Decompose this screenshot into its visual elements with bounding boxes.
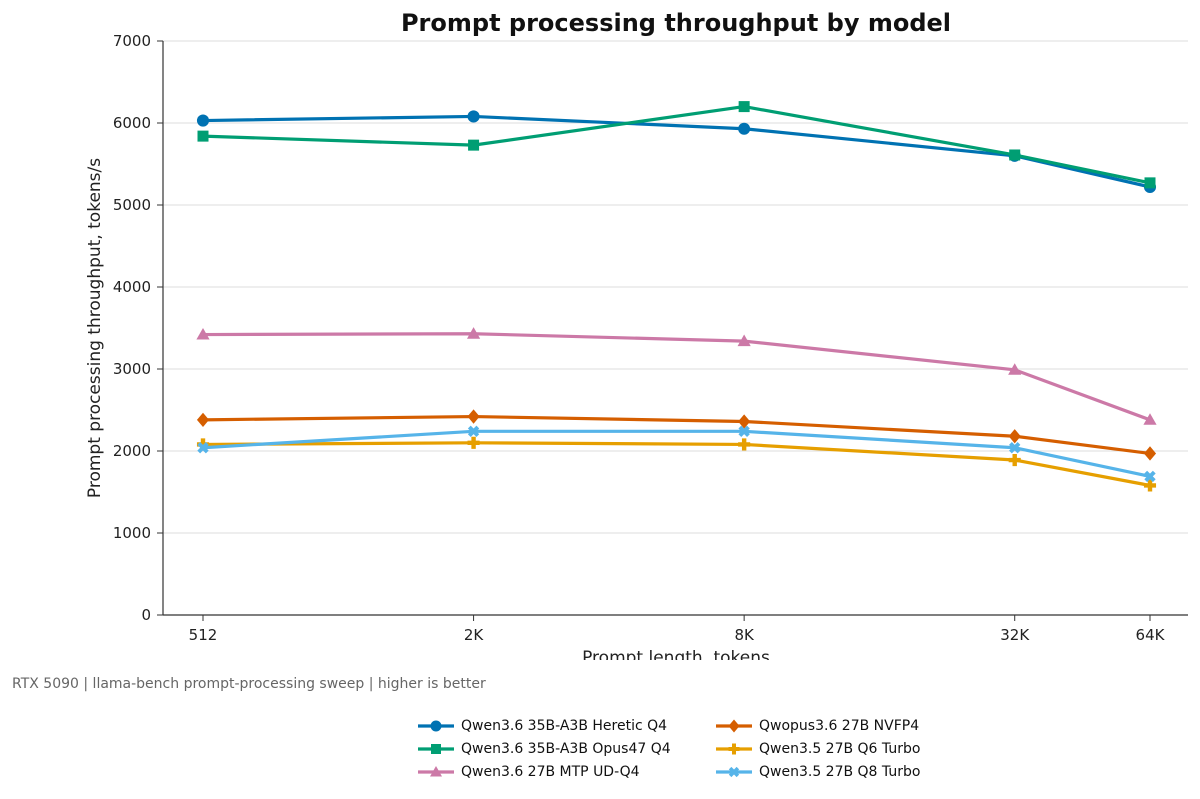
legend-item: Qwen3.6 35B-A3B Opus47 Q4 bbox=[417, 739, 671, 759]
series-4 bbox=[196, 409, 1157, 461]
series-6 bbox=[197, 425, 1156, 483]
data-point bbox=[1144, 470, 1156, 483]
y-axis-label: Prompt processing throughput, tokens/s bbox=[85, 158, 105, 498]
gridlines bbox=[163, 40, 1188, 534]
data-point bbox=[1143, 446, 1157, 461]
legend-item: Qwen3.5 27B Q8 Turbo bbox=[715, 762, 920, 782]
data-point bbox=[197, 130, 209, 142]
series-line bbox=[202, 441, 1151, 488]
data-point bbox=[1009, 442, 1021, 454]
data-point bbox=[196, 438, 210, 451]
data-point bbox=[197, 442, 209, 454]
legend-label: Qwopus3.6 27B NVFP4 bbox=[759, 718, 920, 734]
data-point bbox=[196, 412, 210, 427]
legend-label: Qwen3.6 35B-A3B Heretic Q4 bbox=[461, 718, 668, 734]
x-tick-label: 32K bbox=[1000, 626, 1030, 644]
legend-label: Qwen3.6 27B MTP UD-Q4 bbox=[461, 764, 640, 780]
data-point bbox=[1143, 413, 1157, 425]
x-axis-label: Prompt length, tokens bbox=[582, 648, 770, 660]
data-point bbox=[1143, 479, 1157, 492]
footnote: RTX 5090 | llama-bench prompt-processing… bbox=[12, 676, 486, 692]
data-point bbox=[738, 438, 751, 451]
data-point bbox=[466, 327, 481, 339]
y-tick-label: 4000 bbox=[113, 278, 151, 296]
data-point bbox=[468, 139, 480, 151]
y-axis-ticks: 0 1000 2000 3000 4000 5000 6000 7000 bbox=[113, 32, 163, 624]
legend-swatch bbox=[716, 766, 752, 778]
data-point bbox=[196, 114, 210, 127]
data-point bbox=[1009, 149, 1021, 161]
y-tick-label: 6000 bbox=[113, 114, 151, 132]
chart: Prompt processing throughput by model 0 1… bbox=[85, 9, 1188, 660]
legend-item: Qwen3.5 27B Q6 Turbo bbox=[715, 739, 920, 759]
data-point bbox=[738, 101, 750, 113]
x-axis-ticks: 512 2K 8K 32K 64K bbox=[189, 615, 1166, 644]
legend-item: Qwen3.6 27B MTP UD-Q4 bbox=[417, 762, 640, 782]
y-tick-label: 2000 bbox=[113, 442, 151, 460]
series-5 bbox=[196, 436, 1157, 492]
x-tick-label: 2K bbox=[464, 626, 485, 644]
data-point bbox=[737, 334, 751, 347]
legend-swatch bbox=[418, 720, 454, 732]
legend-label: Qwen3.6 35B-A3B Opus47 Q4 bbox=[461, 741, 671, 757]
series-line bbox=[202, 114, 1151, 189]
legend-swatch bbox=[716, 719, 752, 733]
data-point bbox=[467, 409, 480, 424]
series-line bbox=[202, 332, 1151, 422]
chart-title: Prompt processing throughput by model bbox=[401, 9, 951, 37]
x-tick-label: 512 bbox=[189, 626, 218, 644]
x-tick-label: 8K bbox=[734, 626, 755, 644]
data-point bbox=[1008, 453, 1021, 467]
data-point bbox=[1144, 177, 1156, 189]
data-point bbox=[467, 425, 480, 437]
data-point bbox=[738, 414, 751, 429]
axes bbox=[162, 41, 1188, 616]
y-tick-label: 1000 bbox=[113, 524, 151, 542]
legend-item: Qwopus3.6 27B NVFP4 bbox=[715, 716, 919, 736]
data-point bbox=[1008, 429, 1021, 444]
series-line bbox=[202, 429, 1151, 478]
data-point bbox=[467, 436, 480, 449]
y-tick-label: 0 bbox=[141, 606, 151, 624]
legend-item: Qwen3.6 35B-A3B Heretic Q4 bbox=[417, 716, 667, 736]
legend: Qwen3.6 35B-A3B Heretic Q4 Qwen3.6 35B-A3… bbox=[417, 716, 977, 784]
series-2 bbox=[197, 101, 1156, 189]
series-group bbox=[196, 101, 1157, 492]
legend-swatch bbox=[418, 744, 454, 754]
legend-label: Qwen3.5 27B Q6 Turbo bbox=[759, 741, 921, 757]
legend-label: Qwen3.5 27B Q8 Turbo bbox=[759, 764, 921, 780]
y-tick-label: 5000 bbox=[113, 196, 151, 214]
data-point bbox=[738, 425, 750, 437]
data-point bbox=[1008, 363, 1022, 375]
x-tick-label: 64K bbox=[1136, 626, 1166, 644]
legend-swatch bbox=[716, 743, 752, 755]
data-point bbox=[738, 122, 751, 135]
y-tick-label: 7000 bbox=[113, 32, 151, 50]
series-3 bbox=[196, 327, 1157, 425]
y-tick-label: 3000 bbox=[113, 360, 151, 378]
data-point bbox=[467, 110, 480, 123]
data-point bbox=[196, 327, 210, 340]
legend-swatch bbox=[418, 766, 454, 777]
